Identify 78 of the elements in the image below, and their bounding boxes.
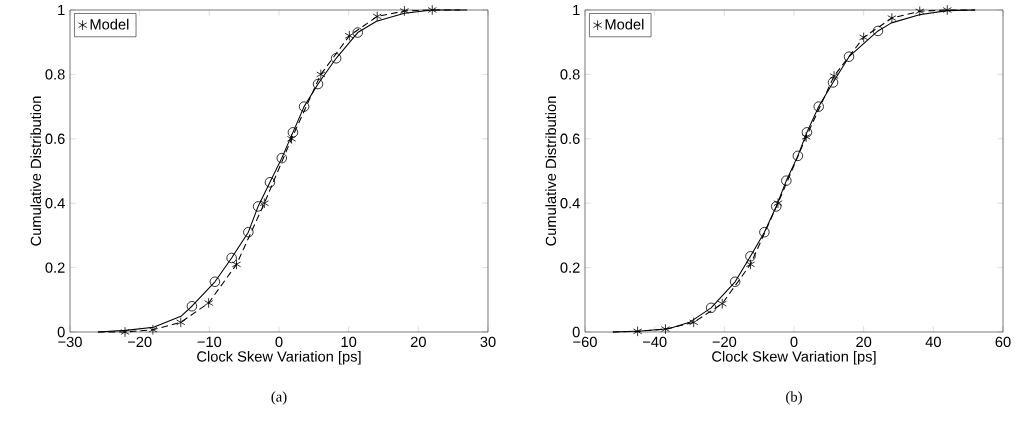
point	[344, 30, 354, 41]
point	[843, 51, 855, 62]
y-tick-label: 0.6	[560, 133, 580, 144]
point	[427, 4, 437, 16]
point	[801, 131, 811, 143]
point	[801, 127, 813, 138]
point	[745, 259, 756, 270]
point	[312, 78, 324, 90]
text: (b)	[786, 391, 802, 405]
y-tick-label: 0.8	[560, 69, 580, 80]
x-tick-label: −20	[712, 336, 737, 348]
x-tick-label: 10	[341, 336, 357, 348]
x-tick-label: 0	[790, 336, 798, 348]
point	[176, 317, 186, 328]
legend-label: Model	[90, 18, 129, 30]
point	[186, 301, 198, 312]
point	[399, 5, 409, 17]
point	[226, 252, 237, 264]
x-tick-label: −30	[58, 336, 82, 348]
x-tick-label: −10	[197, 336, 222, 348]
x-tick-label: 20	[856, 336, 872, 348]
y-tick-label: 0	[57, 326, 65, 338]
point	[316, 69, 326, 80]
point	[717, 298, 727, 309]
point	[330, 53, 342, 64]
point	[287, 127, 299, 138]
point	[705, 302, 717, 314]
x-tick-label: 60	[995, 336, 1011, 348]
point	[781, 175, 792, 186]
x-tick-label: 40	[925, 336, 941, 348]
point	[298, 101, 310, 112]
y-tick-label: 0.4	[560, 198, 580, 209]
y-tick-label: 0.2	[560, 262, 580, 273]
y-tick-label: 0	[572, 326, 580, 338]
point	[759, 226, 770, 238]
y-axis-title: Cumulative Distribution	[30, 96, 42, 246]
point	[264, 177, 276, 188]
x-tick-label: −20	[127, 336, 152, 348]
point	[243, 226, 254, 238]
x-axis-title: Clock Skew Variation [ps]	[197, 350, 361, 365]
y-tick-label: 0.8	[45, 69, 65, 80]
point	[276, 152, 287, 164]
point	[231, 259, 242, 270]
point	[372, 11, 382, 22]
point	[827, 77, 839, 88]
point	[792, 150, 804, 162]
point	[286, 133, 297, 144]
y-tick-label: 1	[58, 4, 65, 16]
x-tick-label: −60	[573, 336, 597, 348]
point	[813, 101, 824, 112]
y-tick-label: 0.2	[45, 262, 65, 273]
point	[689, 317, 699, 328]
y-axis-title: Cumulative Distribution	[545, 96, 557, 246]
point	[729, 276, 741, 287]
point	[872, 25, 884, 37]
point	[829, 70, 839, 82]
y-tick-label: 0.4	[45, 198, 65, 209]
x-tick-label: 20	[410, 336, 426, 348]
x-axis-title: Clock Skew Variation [ps]	[712, 350, 876, 365]
point	[745, 251, 756, 262]
point	[915, 6, 925, 17]
x-tick-label: 0	[275, 336, 283, 348]
text: (a)	[271, 391, 287, 405]
x-tick-label: −40	[642, 336, 667, 348]
point	[887, 12, 897, 24]
point	[859, 32, 869, 43]
x-tick-label: 30	[480, 336, 496, 348]
point	[660, 323, 671, 335]
point	[942, 4, 952, 16]
point	[633, 326, 643, 337]
point	[204, 297, 214, 309]
point	[209, 276, 221, 287]
point	[352, 27, 363, 38]
y-tick-label: 0.6	[45, 133, 65, 144]
y-tick-label: 1	[573, 4, 580, 16]
legend-label: Model	[605, 18, 644, 30]
point	[120, 326, 130, 338]
point	[148, 324, 158, 335]
